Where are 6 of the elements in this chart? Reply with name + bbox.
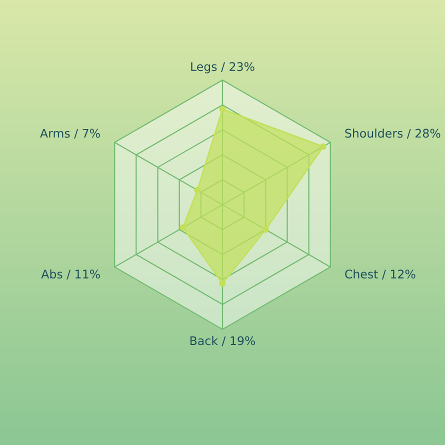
spoke-label: Arms / 7% bbox=[40, 128, 100, 139]
spoke-label: Abs / 11% bbox=[41, 269, 100, 280]
spoke-label: Legs / 23% bbox=[191, 62, 254, 74]
spoke-label: Back / 19% bbox=[190, 336, 256, 346]
spoke-label: Chest / 12% bbox=[345, 269, 416, 280]
spoke-label: Shoulders / 28% bbox=[345, 128, 440, 139]
